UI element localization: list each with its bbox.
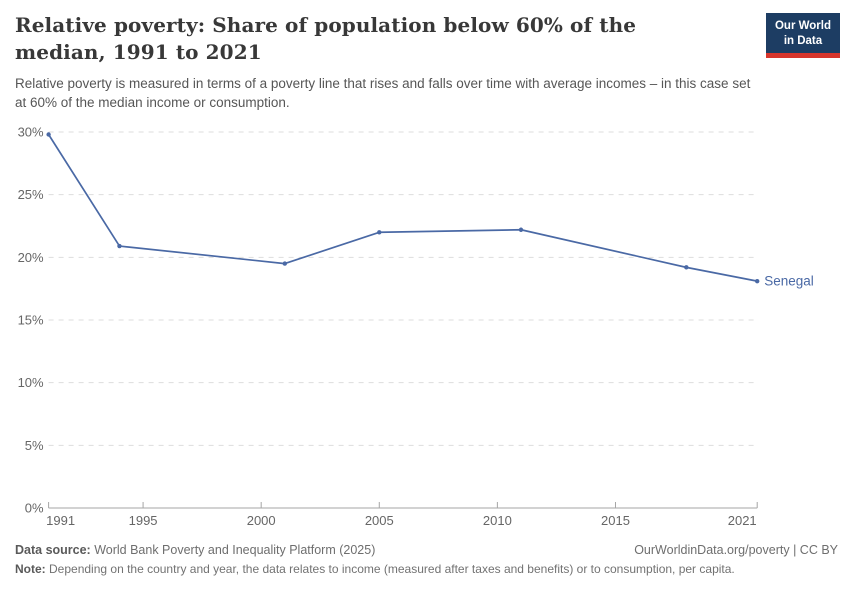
data-point[interactable] — [377, 230, 382, 235]
x-tick-label: 2021 — [728, 513, 757, 528]
chart-header: Relative poverty: Share of population be… — [15, 12, 755, 112]
x-tick-label: 2010 — [483, 513, 512, 528]
chart-note: Note: Depending on the country and year,… — [15, 562, 838, 576]
note-text: Depending on the country and year, the d… — [45, 562, 735, 576]
y-tick-label: 30% — [18, 125, 44, 140]
owid-logo[interactable]: Our World in Data — [765, 13, 840, 58]
data-point[interactable] — [282, 261, 287, 266]
chart-footer: Data source: World Bank Poverty and Ineq… — [15, 543, 838, 576]
y-tick-label: 0% — [25, 501, 44, 516]
x-tick-label: 2015 — [601, 513, 630, 528]
data-point[interactable] — [755, 278, 760, 284]
data-point[interactable] — [117, 243, 122, 249]
data-source-label: Data source: — [15, 543, 91, 557]
data-source-text: World Bank Poverty and Inequality Platfo… — [90, 543, 376, 557]
page-title: Relative poverty: Share of population be… — [15, 13, 637, 64]
x-tick-label: 2005 — [365, 513, 394, 528]
y-tick-label: 10% — [18, 375, 44, 390]
owid-logo-line2: in Data — [783, 34, 823, 47]
series-end-label[interactable]: Senegal — [764, 274, 814, 289]
x-tick-label: 1995 — [129, 513, 158, 528]
y-tick-label: 25% — [18, 187, 44, 202]
data-point[interactable] — [46, 132, 51, 137]
data-source: Data source: World Bank Poverty and Ineq… — [15, 543, 375, 557]
line-chart[interactable]: 0% 5% 10% 15% 20% 25% 30% 1991 1995 2000 2005 2010 2… — [0, 123, 850, 538]
note-label: Note: — [15, 562, 46, 576]
license-link[interactable]: OurWorldinData.org/poverty | CC BY — [634, 543, 838, 557]
chart-subtitle: Relative poverty is measured in terms of… — [15, 76, 751, 110]
series-line[interactable] — [47, 133, 759, 282]
y-tick-label: 20% — [18, 250, 44, 265]
x-tick-label: 2000 — [247, 513, 276, 528]
y-tick-label: 15% — [18, 313, 44, 328]
x-tick-label: 1991 — [46, 513, 75, 528]
data-point[interactable] — [684, 265, 689, 270]
owid-logo-line1: Our World — [774, 20, 831, 32]
y-tick-label: 5% — [25, 438, 44, 453]
data-point[interactable] — [518, 227, 524, 232]
